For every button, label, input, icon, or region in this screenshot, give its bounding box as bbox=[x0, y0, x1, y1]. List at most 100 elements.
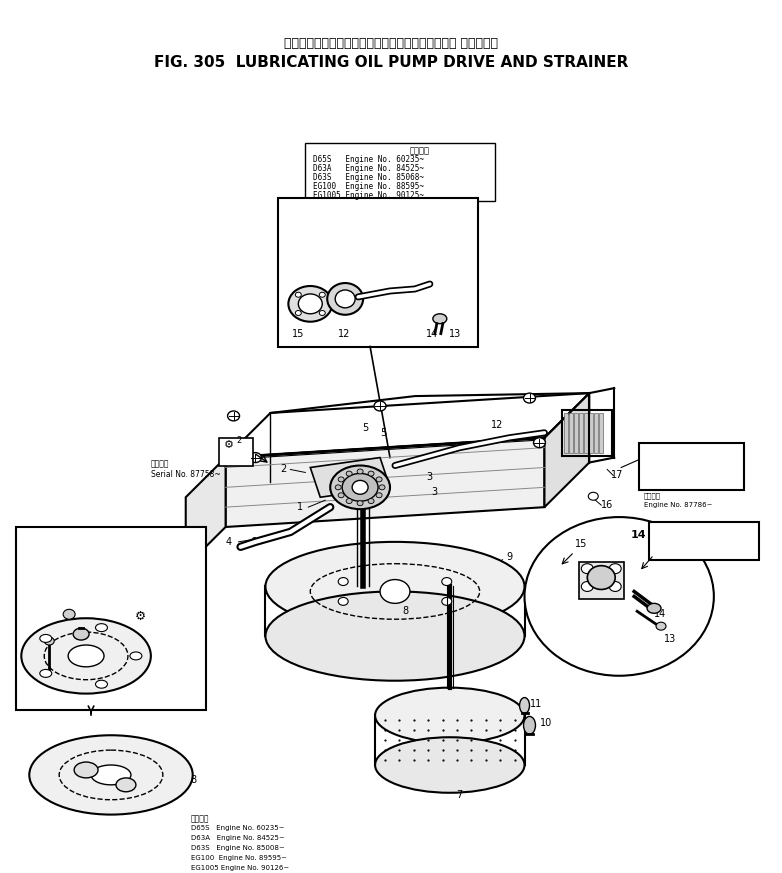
Ellipse shape bbox=[380, 580, 410, 603]
Text: Engine No. 88828~: Engine No. 88828~ bbox=[654, 536, 723, 542]
Ellipse shape bbox=[338, 492, 344, 498]
Text: 3: 3 bbox=[427, 472, 433, 483]
Ellipse shape bbox=[374, 401, 386, 411]
Text: 15: 15 bbox=[575, 539, 587, 549]
Text: FIG. 305  LUBRICATING OIL PUMP DRIVE AND STRAINER: FIG. 305 LUBRICATING OIL PUMP DRIVE AND … bbox=[154, 55, 628, 71]
Ellipse shape bbox=[327, 283, 363, 315]
Text: 12: 12 bbox=[338, 328, 350, 339]
Ellipse shape bbox=[319, 311, 325, 315]
Text: 7: 7 bbox=[457, 790, 463, 800]
Ellipse shape bbox=[298, 294, 322, 313]
Text: 2: 2 bbox=[236, 436, 241, 445]
Ellipse shape bbox=[45, 637, 54, 645]
Ellipse shape bbox=[330, 465, 390, 509]
Ellipse shape bbox=[581, 564, 594, 574]
Ellipse shape bbox=[95, 680, 107, 688]
Text: EG1005 Engine No. 90125~: EG1005 Engine No. 90125~ bbox=[314, 191, 425, 200]
Text: 適用号等: 適用号等 bbox=[21, 532, 40, 541]
Text: ⚙: ⚙ bbox=[135, 609, 146, 622]
Text: 適用号等: 適用号等 bbox=[410, 146, 429, 155]
Ellipse shape bbox=[40, 670, 52, 677]
Bar bbox=[639, 443, 744, 491]
Ellipse shape bbox=[116, 778, 136, 792]
Text: 10: 10 bbox=[540, 718, 552, 728]
Bar bbox=[594, 413, 598, 452]
Text: D65S   Engine No. 60235~: D65S Engine No. 60235~ bbox=[191, 826, 284, 831]
Ellipse shape bbox=[296, 311, 301, 315]
Text: 9: 9 bbox=[507, 552, 513, 561]
Text: 13: 13 bbox=[449, 328, 461, 339]
Ellipse shape bbox=[346, 498, 352, 504]
Text: 適用号等: 適用号等 bbox=[644, 492, 661, 498]
Ellipse shape bbox=[533, 437, 546, 448]
Ellipse shape bbox=[74, 762, 98, 778]
Ellipse shape bbox=[588, 492, 598, 500]
Ellipse shape bbox=[379, 485, 385, 490]
Ellipse shape bbox=[296, 292, 301, 297]
Ellipse shape bbox=[40, 635, 52, 643]
Bar bbox=[565, 413, 569, 452]
Ellipse shape bbox=[376, 492, 382, 498]
Bar bbox=[278, 198, 478, 347]
Text: GD37 Engine No. 54938~: GD37 Engine No. 54938~ bbox=[61, 546, 151, 553]
Ellipse shape bbox=[656, 622, 666, 630]
Text: EG1005 Engine No. 90126~: EG1005 Engine No. 90126~ bbox=[191, 865, 289, 871]
Ellipse shape bbox=[376, 477, 382, 482]
Ellipse shape bbox=[375, 737, 525, 793]
Text: GD37 Engine No. 54938~: GD37 Engine No. 54938~ bbox=[21, 553, 112, 559]
Ellipse shape bbox=[581, 581, 594, 591]
Text: D63A   Engine No. 84525~: D63A Engine No. 84525~ bbox=[314, 164, 425, 173]
Text: 4: 4 bbox=[225, 537, 231, 546]
Text: 6: 6 bbox=[250, 537, 256, 546]
Polygon shape bbox=[544, 393, 590, 507]
Bar bbox=[649, 522, 759, 560]
Text: 5: 5 bbox=[362, 423, 368, 433]
Text: 17: 17 bbox=[611, 471, 623, 480]
Text: 11: 11 bbox=[529, 698, 542, 709]
Text: 2: 2 bbox=[280, 464, 286, 475]
Ellipse shape bbox=[375, 688, 525, 743]
Ellipse shape bbox=[523, 717, 536, 734]
Bar bbox=[569, 413, 573, 452]
Ellipse shape bbox=[609, 564, 621, 574]
Ellipse shape bbox=[525, 517, 714, 676]
Text: ルーブリケーティングオイルポンプドライブおよび ストレーナ: ルーブリケーティングオイルポンプドライブおよび ストレーナ bbox=[284, 37, 498, 50]
Ellipse shape bbox=[335, 290, 355, 308]
Bar bbox=[579, 561, 624, 600]
Ellipse shape bbox=[339, 597, 348, 605]
Bar bbox=[562, 410, 612, 456]
Text: 3: 3 bbox=[150, 606, 156, 615]
Text: 適用号等
Serial No. 87758~: 適用号等 Serial No. 87758~ bbox=[151, 459, 221, 479]
Ellipse shape bbox=[357, 469, 363, 474]
Ellipse shape bbox=[368, 471, 374, 476]
Ellipse shape bbox=[433, 313, 447, 324]
Ellipse shape bbox=[63, 609, 75, 619]
Text: 11: 11 bbox=[29, 643, 39, 652]
Ellipse shape bbox=[29, 735, 192, 815]
Bar bbox=[305, 143, 495, 201]
Ellipse shape bbox=[68, 645, 104, 667]
Ellipse shape bbox=[609, 581, 621, 591]
Ellipse shape bbox=[368, 498, 374, 504]
Bar bbox=[16, 527, 206, 711]
Ellipse shape bbox=[357, 501, 363, 505]
Text: 18: 18 bbox=[94, 627, 105, 636]
Text: 8: 8 bbox=[402, 606, 408, 616]
Ellipse shape bbox=[343, 473, 378, 501]
Ellipse shape bbox=[523, 393, 536, 403]
Polygon shape bbox=[310, 457, 390, 498]
Text: 13: 13 bbox=[664, 634, 676, 644]
Text: 3: 3 bbox=[432, 487, 438, 498]
Text: 15: 15 bbox=[292, 328, 304, 339]
Bar bbox=[574, 413, 579, 452]
Text: 8: 8 bbox=[191, 775, 197, 785]
Bar bbox=[584, 413, 588, 452]
Ellipse shape bbox=[339, 578, 348, 586]
Ellipse shape bbox=[265, 591, 525, 681]
Text: 適用号等: 適用号等 bbox=[61, 527, 80, 536]
Ellipse shape bbox=[228, 411, 239, 421]
Ellipse shape bbox=[249, 452, 261, 463]
Ellipse shape bbox=[265, 542, 525, 631]
Text: ⚙: ⚙ bbox=[224, 440, 234, 450]
Text: 8: 8 bbox=[88, 691, 94, 700]
